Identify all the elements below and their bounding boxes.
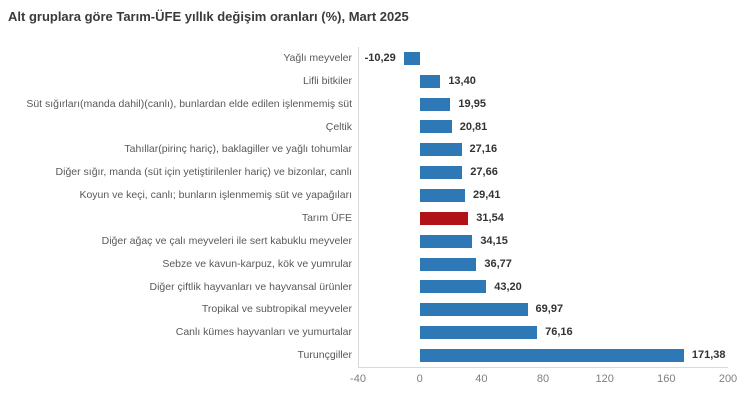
chart-row: Çeltik 20,81 (0, 116, 750, 139)
chart-title: Alt gruplara göre Tarım-ÜFE yıllık değiş… (8, 9, 409, 24)
category-label: Lifli bitkiler (302, 74, 352, 87)
category-label: Süt sığırları(manda dahil)(canlı), bunla… (26, 97, 352, 110)
bar (419, 326, 538, 340)
value-label: 27,16 (469, 143, 498, 156)
value-label: 171,38 (691, 349, 726, 362)
value-label: 31,54 (476, 212, 504, 224)
value-label: 13,40 (448, 74, 476, 87)
bar (419, 166, 463, 180)
bar (403, 51, 420, 65)
x-tick-label: 120 (595, 373, 614, 385)
category-label: Diğer çiftlik hayvanları ve hayvansal ür… (149, 280, 352, 293)
x-tick-label: 40 (475, 373, 488, 385)
highlight-bar (419, 211, 469, 225)
value-label: 76,16 (545, 326, 573, 339)
x-tick-label: 0 (416, 373, 423, 385)
category-label: Koyun ve keçi, canlı; bunların işlenmemi… (79, 189, 352, 202)
x-tick-label: -40 (350, 373, 366, 385)
chart-row: Diğer çiftlik hayvanları ve hayvansal ür… (0, 276, 750, 299)
category-label: Tropikal ve subtropikal meyveler (201, 303, 352, 316)
bar (419, 97, 451, 111)
bar (419, 303, 528, 317)
value-label: 29,41 (473, 189, 501, 202)
chart-row: Turunçgiller 171,38 (0, 344, 750, 367)
x-axis-line (358, 367, 728, 368)
category-label: Sebze ve kavun-karpuz, kök ve yumrular (162, 257, 352, 270)
value-label: 36,77 (484, 257, 512, 270)
category-label: Canlı kümes hayvanları ve yumurtalar (175, 326, 352, 339)
value-label: 20,81 (459, 120, 488, 133)
chart-row: Yağlı meyveler -10,29 (0, 47, 750, 70)
chart-row: Koyun ve keçi, canlı; bunların işlenmemi… (0, 184, 750, 207)
chart-row: Diğer sığır, manda (süt için yetiştirile… (0, 161, 750, 184)
category-label: Diğer ağaç ve çalı meyveleri ile sert ka… (101, 234, 352, 247)
chart-row: Tropikal ve subtropikal meyveler 69,97 (0, 298, 750, 321)
y-axis-line (358, 47, 359, 367)
bar (419, 280, 487, 294)
x-tick-label: 80 (536, 373, 550, 385)
value-label: 43,20 (494, 280, 522, 293)
bar (419, 74, 441, 88)
category-label: Tarım ÜFE (301, 212, 352, 224)
bar (419, 189, 465, 203)
category-label: Çeltik (325, 120, 352, 133)
chart-row: Canlı kümes hayvanları ve yumurtalar 76,1… (0, 321, 750, 344)
chart-row: Süt sığırları(manda dahil)(canlı), bunla… (0, 93, 750, 116)
chart-row: Diğer ağaç ve çalı meyveleri ile sert ka… (0, 230, 750, 253)
value-label: 19,95 (458, 97, 486, 110)
bar (419, 234, 473, 248)
chart-row: Sebze ve kavun-karpuz, kök ve yumrular 36… (0, 253, 750, 276)
x-tick-label: 160 (657, 373, 676, 385)
value-label: -10,29 (364, 52, 396, 64)
value-label: 34,15 (480, 234, 508, 247)
chart-row: Tahıllar(pirinç hariç), baklagiller ve y… (0, 138, 750, 161)
bar (419, 120, 452, 134)
value-label: 69,97 (535, 303, 564, 316)
bar (419, 143, 462, 157)
chart-row: Tarım ÜFE 31,54 (0, 207, 750, 230)
category-label: Diğer sığır, manda (süt için yetiştirile… (55, 166, 352, 179)
value-label: 27,66 (470, 166, 498, 179)
category-label: Turunçgiller (297, 349, 352, 362)
bar (419, 349, 684, 363)
category-label: Tahıllar(pirinç hariç), baklagiller ve y… (124, 143, 352, 156)
bar (419, 257, 477, 271)
category-label: Yağlı meyveler (283, 52, 352, 64)
chart-row: Lifli bitkiler 13,40 (0, 70, 750, 93)
x-tick-label: 200 (718, 373, 738, 385)
